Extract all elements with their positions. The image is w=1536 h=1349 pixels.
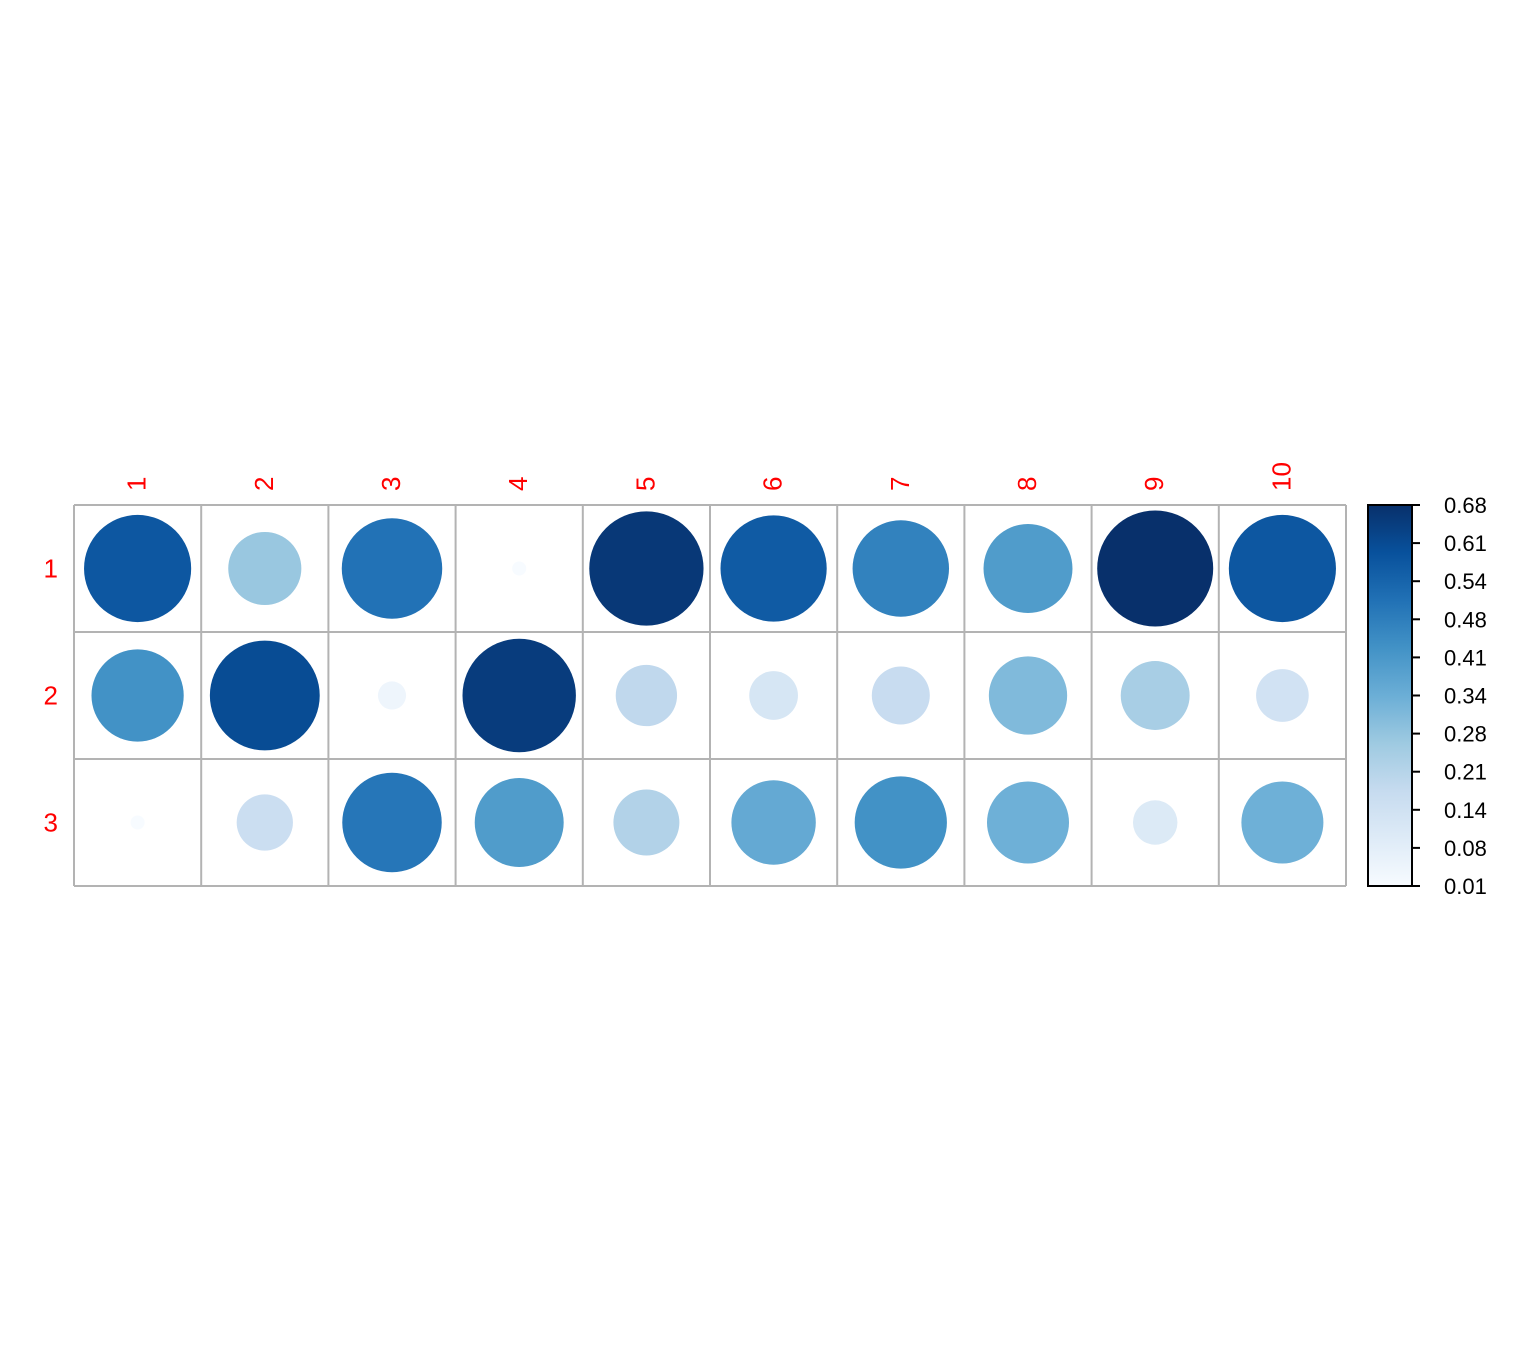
- colorbar-tick-label: 0.68: [1444, 493, 1487, 518]
- cell-circle-r1-c1: [84, 514, 192, 623]
- cell-circle-r3-c8: [986, 781, 1070, 864]
- column-label: 5: [630, 477, 660, 491]
- column-label: 8: [1012, 477, 1042, 491]
- colorbar-gradient: [1367, 504, 1413, 887]
- cell-circle-r3-c6: [731, 780, 816, 865]
- column-label: 3: [376, 477, 406, 491]
- colorbar-tick-label: 0.14: [1444, 798, 1487, 823]
- cell-circle-r2-c7: [871, 666, 930, 725]
- colorbar-tick-label: 0.34: [1444, 684, 1487, 709]
- column-label: 10: [1266, 462, 1296, 491]
- cell-circle-r1-c7: [852, 520, 950, 617]
- colorbar-tick-label: 0.28: [1444, 722, 1487, 747]
- column-label: 9: [1139, 477, 1169, 491]
- colorbar-tick-label: 0.41: [1444, 645, 1487, 670]
- row-label: 1: [44, 554, 58, 584]
- cell-circle-r1-c9: [1097, 510, 1214, 627]
- colorbar-tick-label: 0.61: [1444, 531, 1487, 556]
- column-label: 6: [758, 477, 788, 491]
- colorbar-tick-label: 0.54: [1444, 569, 1487, 594]
- cell-circle-r2-c6: [749, 671, 798, 720]
- column-label: 4: [503, 477, 533, 491]
- colorbar-tick-label: 0.48: [1444, 607, 1487, 632]
- colorbar-tick-label: 0.08: [1444, 836, 1487, 861]
- column-label: 2: [249, 477, 279, 491]
- cells-layer: [84, 510, 1336, 873]
- column-label: 1: [122, 477, 152, 491]
- cell-circle-r1-c2: [228, 531, 302, 606]
- row-label: 2: [44, 681, 58, 711]
- cell-circle-r3-c7: [854, 776, 947, 869]
- cell-circle-r2-c3: [377, 681, 407, 710]
- cell-circle-r2-c10: [1256, 669, 1309, 722]
- colorbar: 0.68 0.61 0.54 0.48 0.41 0.34 0.28 0.21 0.14 0.08…: [1367, 493, 1487, 899]
- cell-circle-r3-c9: [1132, 800, 1178, 845]
- cell-circle-r1-c8: [983, 524, 1073, 613]
- cell-circle-r2-c5: [615, 664, 678, 727]
- cell-circle-r1-c3: [341, 518, 443, 619]
- grid-layer: [73, 504, 1347, 887]
- cell-circle-r3-c2: [236, 794, 293, 851]
- row-label: 3: [44, 808, 58, 838]
- cell-circle-r2-c4: [462, 638, 576, 753]
- cell-circle-r3-c5: [613, 789, 680, 856]
- cell-circle-r1-c10: [1228, 514, 1336, 623]
- cell-circle-r1-c4: [512, 561, 527, 576]
- column-label: 7: [885, 477, 915, 491]
- cell-circle-r3-c4: [474, 778, 564, 867]
- colorbar-tick-label: 0.21: [1444, 760, 1487, 785]
- cell-circle-r2-c9: [1120, 661, 1190, 730]
- colorbar-tick-label: 0.01: [1444, 874, 1487, 899]
- labels-layer: 1 2 3 4 5 6 7 8 9 10 1 2 3: [44, 462, 1297, 837]
- cell-circle-r2-c8: [988, 656, 1068, 735]
- cell-circle-r1-c5: [589, 511, 704, 626]
- cell-circle-r2-c1: [91, 649, 184, 742]
- cell-circle-r1-c6: [720, 515, 827, 622]
- cell-circle-r3-c1: [130, 815, 145, 830]
- cell-circle-r3-c3: [342, 772, 442, 873]
- cell-circle-r2-c2: [209, 640, 320, 751]
- cell-circle-r3-c10: [1241, 781, 1324, 864]
